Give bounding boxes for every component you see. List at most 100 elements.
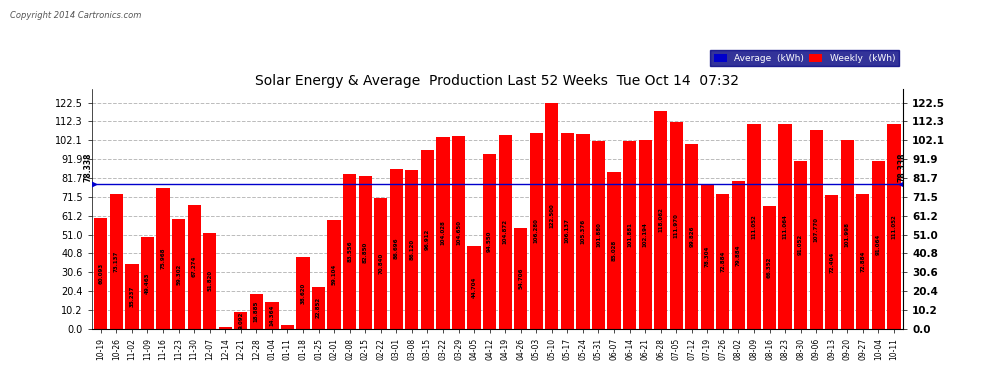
Bar [156, 189, 169, 329]
Text: 83.556: 83.556 [347, 241, 352, 262]
Text: 72.404: 72.404 [830, 251, 835, 273]
Text: 104.872: 104.872 [503, 219, 508, 245]
Text: 9.092: 9.092 [239, 312, 244, 329]
Text: 104.650: 104.650 [456, 220, 461, 245]
Text: 44.704: 44.704 [471, 277, 476, 298]
Bar [390, 169, 403, 329]
Bar [592, 141, 605, 329]
Bar [530, 132, 543, 329]
Text: 91.064: 91.064 [876, 234, 881, 255]
Bar [872, 160, 885, 329]
Text: 78.338: 78.338 [897, 153, 906, 182]
Text: 73.137: 73.137 [114, 251, 119, 272]
Text: 102.194: 102.194 [643, 222, 647, 247]
Bar [701, 184, 714, 329]
Bar [669, 122, 683, 329]
Bar [483, 154, 496, 329]
Text: 101.881: 101.881 [627, 222, 632, 247]
Bar [778, 124, 792, 329]
Text: 38.620: 38.620 [301, 282, 306, 304]
Text: 14.364: 14.364 [269, 305, 274, 326]
Text: 18.885: 18.885 [253, 301, 258, 322]
Bar [763, 206, 776, 329]
Text: 104.028: 104.028 [441, 220, 446, 245]
Text: 101.880: 101.880 [596, 222, 601, 247]
Text: 78.338: 78.338 [84, 153, 93, 182]
Bar [437, 136, 449, 329]
Bar [249, 294, 263, 329]
Text: 75.968: 75.968 [160, 248, 165, 269]
Title: Solar Energy & Average  Production Last 52 Weeks  Tue Oct 14  07:32: Solar Energy & Average Production Last 5… [255, 74, 740, 87]
Text: 85.028: 85.028 [612, 240, 617, 261]
Bar [794, 160, 807, 329]
Bar [358, 176, 372, 329]
Bar [405, 170, 419, 329]
Text: Copyright 2014 Cartronics.com: Copyright 2014 Cartronics.com [10, 11, 142, 20]
Text: 118.062: 118.062 [658, 207, 663, 232]
Bar [856, 194, 869, 329]
Text: 111.052: 111.052 [891, 214, 896, 238]
Bar [545, 102, 558, 329]
Bar [747, 124, 760, 329]
Text: 105.376: 105.376 [580, 219, 585, 244]
Text: 111.052: 111.052 [751, 214, 756, 238]
Text: 96.912: 96.912 [425, 229, 430, 250]
Bar [219, 327, 232, 329]
Text: 101.998: 101.998 [844, 222, 849, 247]
Text: 51.820: 51.820 [207, 270, 212, 291]
Text: 72.884: 72.884 [721, 251, 726, 272]
Text: 72.884: 72.884 [860, 251, 865, 272]
Bar [172, 219, 185, 329]
Text: 106.280: 106.280 [534, 218, 539, 243]
Text: 106.137: 106.137 [565, 218, 570, 243]
Bar [810, 130, 823, 329]
Bar [685, 144, 698, 329]
Text: 66.352: 66.352 [767, 257, 772, 278]
Text: 86.696: 86.696 [394, 238, 399, 260]
Bar [732, 181, 745, 329]
Text: 99.826: 99.826 [689, 226, 694, 247]
Text: 91.052: 91.052 [798, 234, 803, 255]
Bar [374, 198, 387, 329]
Bar [328, 220, 341, 329]
Text: 54.706: 54.706 [518, 267, 523, 289]
Bar [203, 233, 216, 329]
Text: 94.550: 94.550 [487, 231, 492, 252]
Text: 122.500: 122.500 [549, 203, 554, 228]
Bar [654, 111, 667, 329]
Bar [608, 172, 621, 329]
Text: 111.970: 111.970 [674, 213, 679, 238]
Bar [421, 150, 434, 329]
Text: 82.850: 82.850 [362, 242, 367, 263]
Text: 59.104: 59.104 [332, 264, 337, 285]
Bar [235, 312, 248, 329]
Text: 107.770: 107.770 [814, 217, 819, 242]
Bar [110, 194, 123, 329]
Bar [887, 124, 901, 329]
Text: 111.064: 111.064 [782, 214, 788, 238]
Bar [623, 141, 637, 329]
Bar [281, 326, 294, 329]
Bar [841, 140, 854, 329]
Legend: Average  (kWh), Weekly  (kWh): Average (kWh), Weekly (kWh) [710, 50, 899, 66]
Text: 78.304: 78.304 [705, 246, 710, 267]
Bar [825, 195, 839, 329]
Bar [126, 264, 139, 329]
Bar [451, 135, 465, 329]
Bar [467, 246, 481, 329]
Bar [265, 302, 278, 329]
Bar [141, 237, 154, 329]
Text: 35.237: 35.237 [130, 285, 135, 307]
Bar [187, 204, 201, 329]
Bar [312, 286, 325, 329]
Text: 79.884: 79.884 [736, 244, 741, 266]
Bar [296, 257, 310, 329]
Bar [576, 134, 589, 329]
Text: 86.120: 86.120 [409, 238, 415, 260]
Text: 49.463: 49.463 [145, 272, 150, 294]
Text: 59.302: 59.302 [176, 263, 181, 285]
Bar [514, 228, 528, 329]
Bar [499, 135, 512, 329]
Bar [560, 133, 574, 329]
Text: 60.093: 60.093 [98, 262, 103, 284]
